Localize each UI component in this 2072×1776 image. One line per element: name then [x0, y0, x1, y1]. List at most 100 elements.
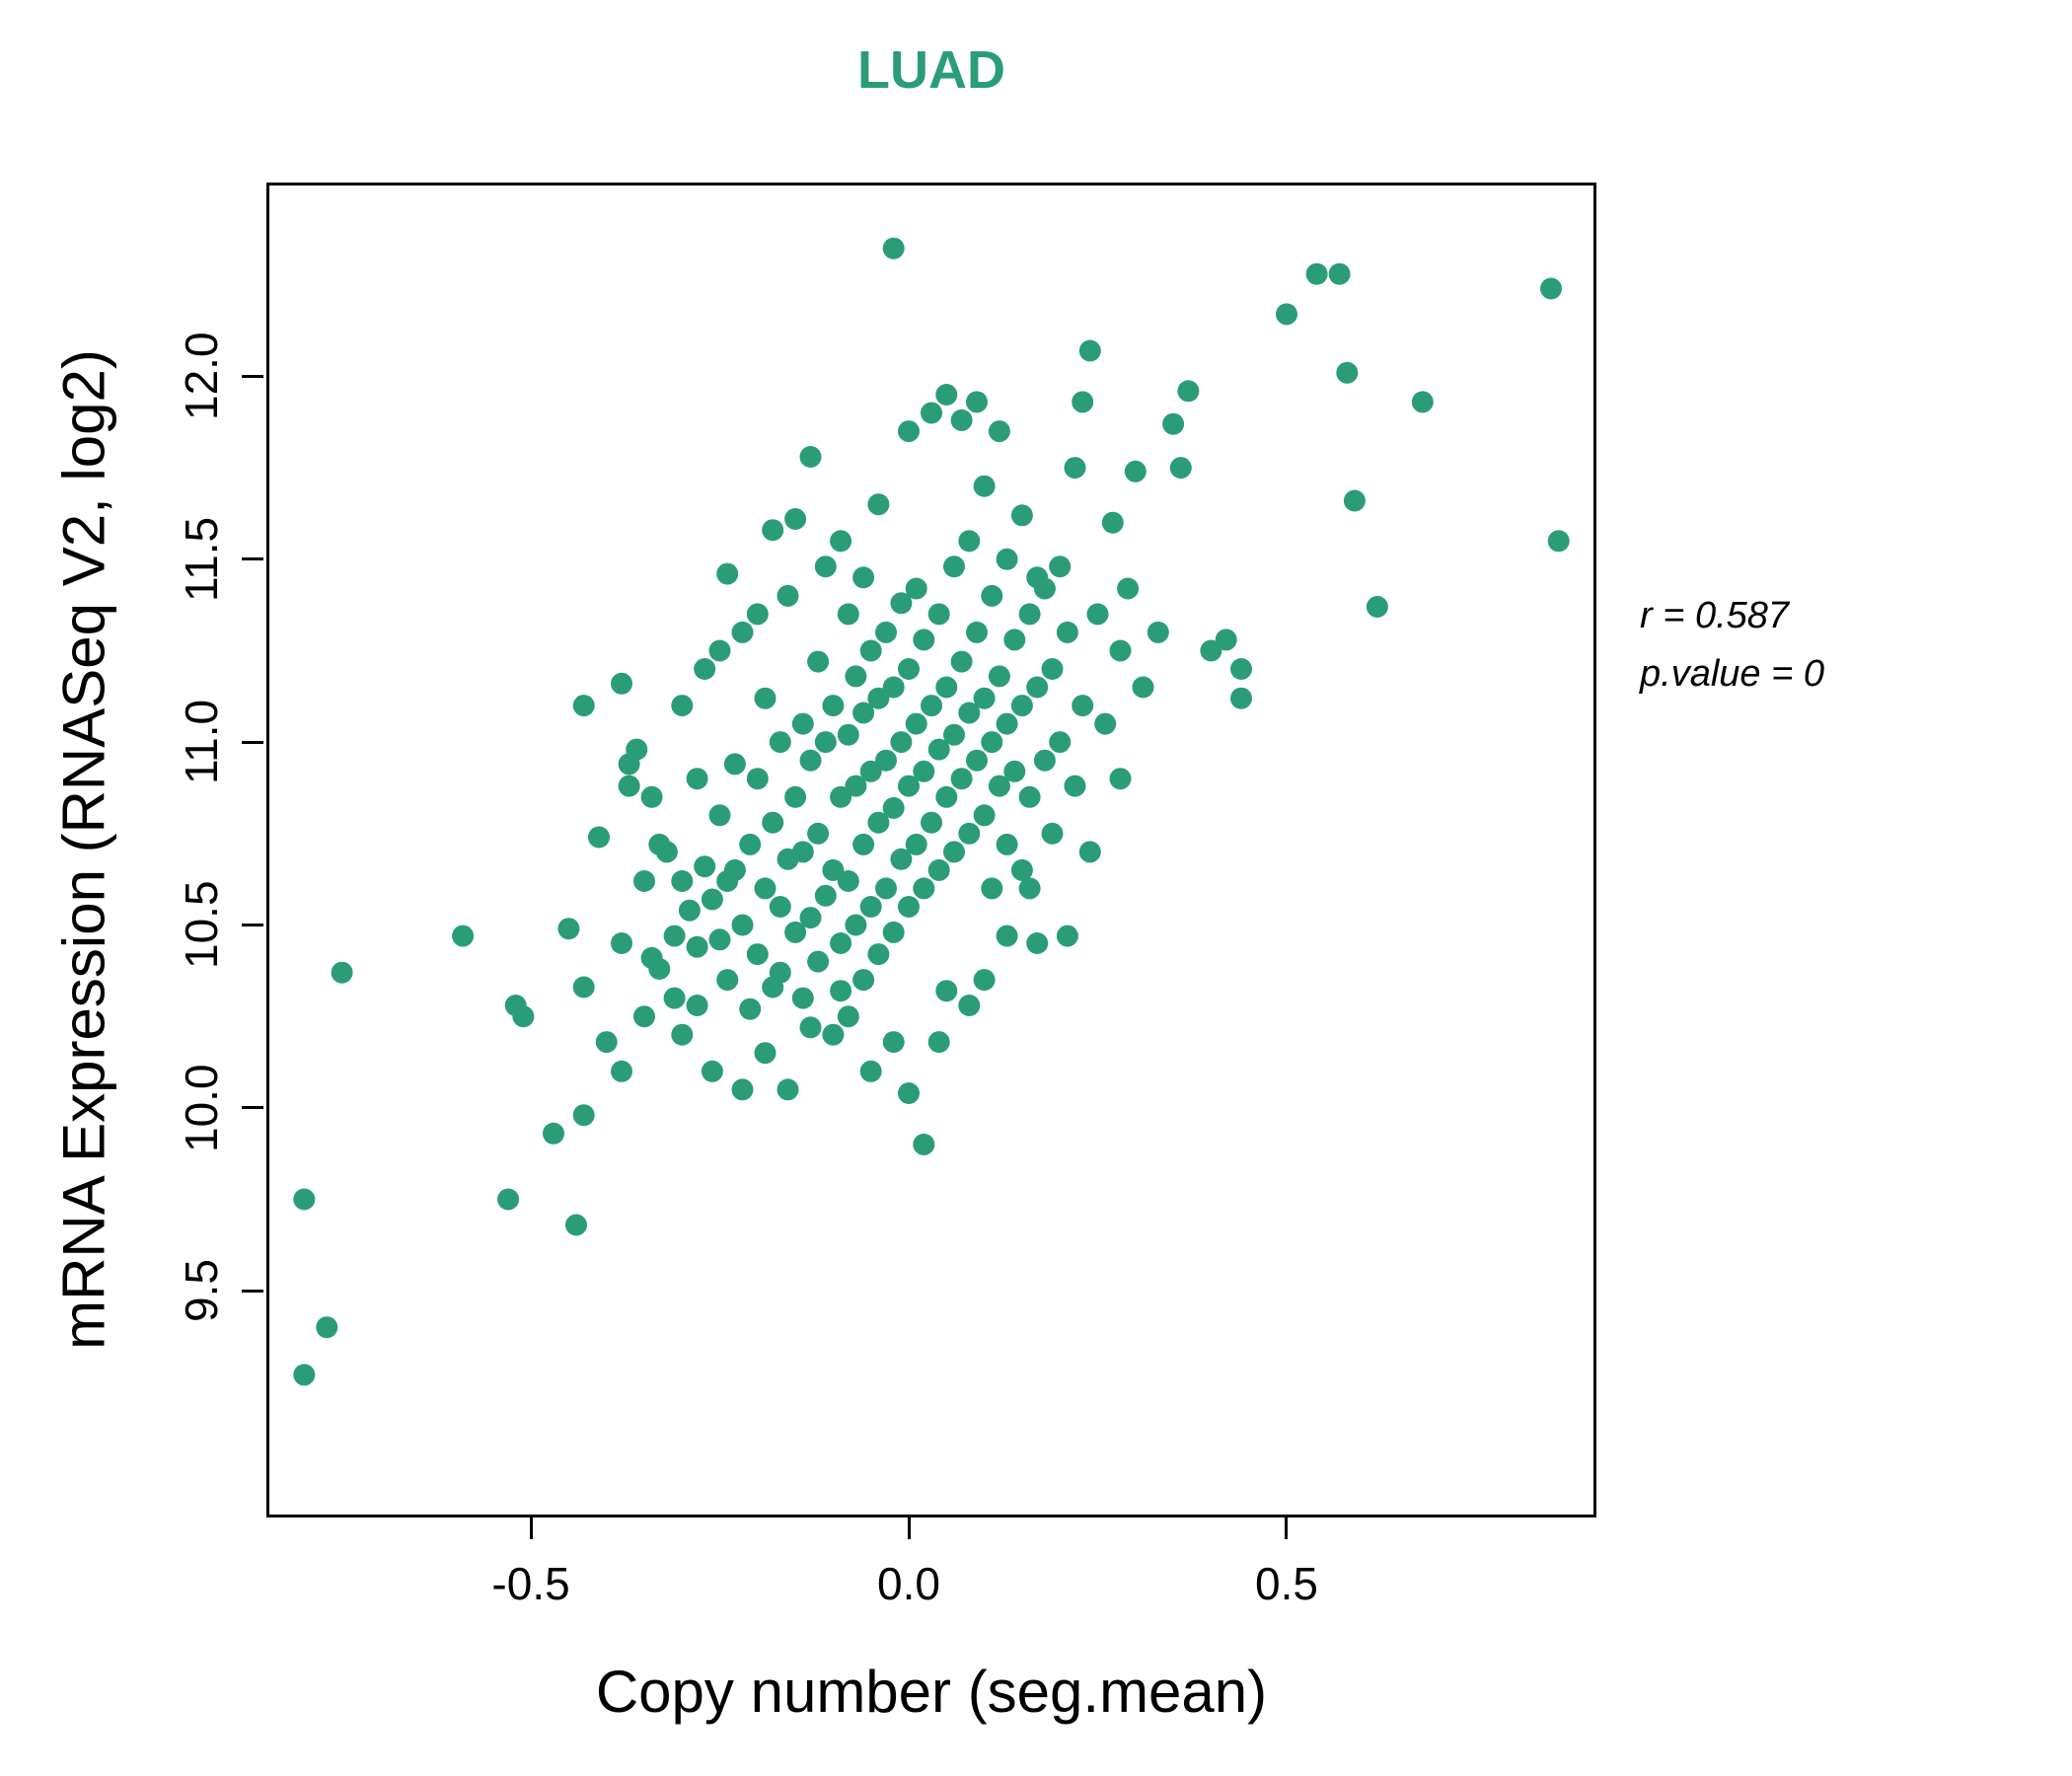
scatter-point: [708, 639, 731, 662]
scatter-point: [557, 918, 580, 940]
scatter-point: [723, 858, 746, 881]
scatter-point: [678, 899, 701, 922]
scatter-point: [769, 961, 791, 984]
scatter-point: [739, 833, 762, 855]
scatter-point: [814, 555, 837, 578]
scatter-point: [1072, 695, 1094, 717]
scatter-point: [762, 519, 784, 542]
scatter-point: [1033, 577, 1056, 600]
scatter-point: [791, 841, 814, 863]
scatter-point: [1049, 731, 1072, 754]
scatter-point: [694, 658, 716, 680]
scatter-point: [572, 695, 595, 717]
scatter-point: [943, 723, 965, 746]
scatter-point: [497, 1188, 520, 1211]
scatter-point: [708, 928, 731, 951]
scatter-point: [1132, 676, 1154, 699]
scatter-point: [1230, 687, 1252, 709]
scatter-point: [996, 833, 1018, 855]
scatter-point: [859, 760, 882, 782]
scatter-point: [1003, 760, 1026, 782]
scatter-point: [694, 855, 716, 878]
scatter-point: [1078, 339, 1101, 362]
scatter-point: [875, 621, 897, 643]
scatter-point: [867, 687, 890, 709]
scatter-point: [723, 753, 746, 776]
scatter-point: [640, 785, 663, 808]
scatter-point: [1078, 841, 1101, 863]
scatter-point: [1230, 658, 1252, 680]
scatter-point: [1109, 639, 1132, 662]
scatter-point: [830, 530, 852, 553]
x-tick-mark: [529, 1517, 533, 1539]
scatter-point: [950, 650, 973, 673]
scatter-point: [633, 1005, 655, 1028]
scatter-point: [814, 884, 837, 907]
scatter-point: [927, 603, 950, 626]
scatter-point: [814, 731, 837, 754]
scatter-point: [935, 785, 958, 808]
scatter-point: [927, 738, 950, 761]
scatter-point: [784, 508, 807, 530]
scatter-point: [981, 584, 1003, 607]
scatter-point: [1041, 822, 1064, 845]
scatter-point: [807, 822, 830, 845]
scatter-point: [882, 1031, 905, 1054]
scatter-point: [898, 658, 920, 680]
scatter-point: [852, 566, 875, 589]
scatter-point: [913, 629, 935, 651]
scatter-point: [716, 969, 739, 992]
scatter-point: [882, 921, 905, 943]
p-value: p.value = 0: [1640, 652, 1824, 695]
scatter-point: [754, 687, 777, 709]
x-tick-label: 0.5: [1254, 1558, 1318, 1609]
scatter-point: [822, 1023, 845, 1046]
scatter-point: [921, 811, 942, 834]
scatter-point: [958, 702, 981, 724]
scatter-point: [837, 603, 859, 626]
scatter-point: [316, 1316, 338, 1339]
scatter-point: [754, 877, 777, 900]
y-tick-mark: [242, 1106, 263, 1110]
stats-annotation: r = 0.587 p.value = 0: [1640, 587, 1824, 703]
x-tick-mark: [907, 1517, 911, 1539]
scatter-point: [746, 943, 769, 966]
scatter-point: [762, 811, 784, 834]
scatter-point: [966, 621, 988, 643]
scatter-point: [799, 749, 822, 772]
scatter-point: [799, 1016, 822, 1039]
scatter-point: [1056, 621, 1078, 643]
y-tick-label: 10.5: [176, 880, 227, 970]
x-tick-mark: [1285, 1517, 1289, 1539]
scatter-point: [927, 1031, 950, 1054]
scatter-point: [572, 976, 595, 999]
scatter-point: [935, 980, 958, 1002]
scatter-point: [988, 665, 1010, 688]
scatter-point: [867, 493, 890, 516]
scatter-point: [898, 1082, 920, 1104]
scatter-point: [671, 695, 694, 717]
scatter-point: [996, 712, 1018, 735]
scatter-point: [701, 1060, 723, 1082]
scatter-point: [791, 712, 814, 735]
scatter-point: [686, 995, 708, 1016]
scatter-point: [1018, 603, 1041, 626]
scatter-point: [898, 775, 920, 797]
scatter-point: [1411, 391, 1434, 413]
scatter-point: [837, 870, 859, 892]
y-tick-label: 11.0: [176, 700, 227, 785]
scatter-point: [731, 621, 754, 643]
scatter-point: [1276, 303, 1297, 326]
y-axis-label: mRNA Expression (RNASeq V2, log2): [50, 349, 117, 1350]
scatter-point: [822, 695, 845, 717]
scatter-point: [1018, 785, 1041, 808]
scatter-point: [867, 943, 890, 966]
scatter-point: [777, 1078, 799, 1101]
scatter-point: [1064, 775, 1086, 797]
scatter-point: [746, 603, 769, 626]
scatter-point: [1215, 629, 1237, 651]
scatter-point: [1328, 262, 1351, 285]
scatter-point: [671, 870, 694, 892]
scatter-point: [859, 1060, 882, 1082]
scatter-point: [769, 731, 791, 754]
